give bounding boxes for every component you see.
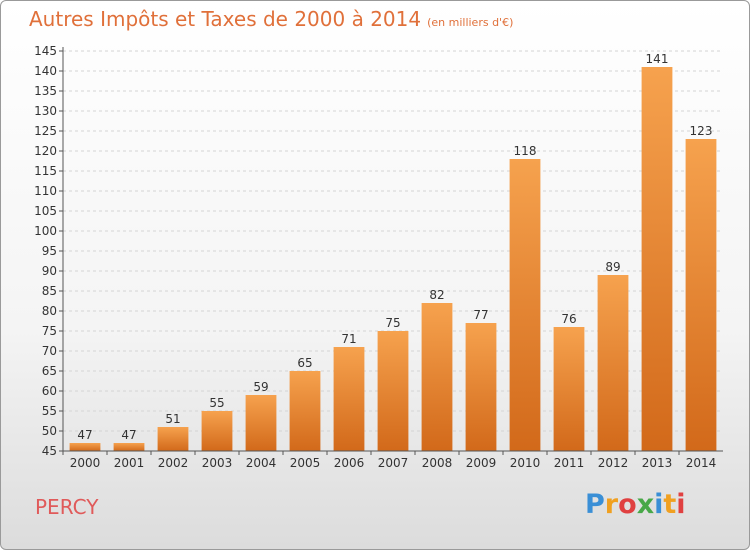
- value-label: 89: [605, 260, 620, 274]
- bar-2012: [597, 275, 629, 451]
- value-label: 82: [429, 288, 444, 302]
- commune-name: PERCY: [35, 495, 99, 519]
- proxiti-logo: Proxiti: [585, 489, 686, 520]
- bar-2014: [685, 139, 717, 451]
- x-tick-label: 2000: [70, 456, 101, 470]
- y-tick-label: 75: [42, 324, 57, 338]
- y-tick-label: 50: [42, 424, 57, 438]
- y-axis-ticks: 45 50 55 60 65 70 75 80 85 90 95 100 105 110 115 120 125…: [34, 44, 63, 458]
- x-tick-label: 2011: [554, 456, 585, 470]
- x-tick-label: 2012: [598, 456, 629, 470]
- y-tick-label: 100: [34, 224, 57, 238]
- y-tick-label: 105: [34, 204, 57, 218]
- x-tick-label: 2007: [378, 456, 409, 470]
- bar-2006: [333, 347, 365, 451]
- value-label: 59: [253, 380, 268, 394]
- y-tick-label: 90: [42, 264, 57, 278]
- bar-2011: [553, 327, 585, 451]
- y-tick-label: 120: [34, 144, 57, 158]
- x-tick-label: 2005: [290, 456, 321, 470]
- bar-2005: [289, 371, 321, 451]
- x-tick-label: 2002: [158, 456, 189, 470]
- y-tick-label: 130: [34, 104, 57, 118]
- value-label: 76: [561, 312, 576, 326]
- chart-title-text: Autres Impôts et Taxes de 2000 à 2014: [29, 7, 422, 31]
- value-label: 118: [514, 144, 537, 158]
- y-tick-label: 115: [34, 164, 57, 178]
- bar-2001: [113, 443, 145, 451]
- bar-2003: [201, 411, 233, 451]
- y-tick-label: 80: [42, 304, 57, 318]
- value-label: 75: [385, 316, 400, 330]
- x-tick-label: 2004: [246, 456, 277, 470]
- x-tick-label: 2009: [466, 456, 497, 470]
- unit-note: (en milliers d'€): [427, 16, 514, 29]
- value-labels: 47 47 51 55 59 65 71 75 82 77 118 76 89 141 123: [77, 52, 712, 442]
- y-tick-label: 55: [42, 404, 57, 418]
- chart-title: Autres Impôts et Taxes de 2000 à 2014 (en…: [29, 7, 513, 31]
- value-label: 51: [165, 412, 180, 426]
- bar-2000: [69, 443, 101, 451]
- y-tick-label: 70: [42, 344, 57, 358]
- y-tick-label: 45: [42, 444, 57, 458]
- value-label: 47: [121, 428, 136, 442]
- x-tick-label: 2003: [202, 456, 233, 470]
- y-tick-label: 145: [34, 44, 57, 58]
- value-label: 77: [473, 308, 488, 322]
- bar-2010: [509, 159, 541, 451]
- y-tick-label: 125: [34, 124, 57, 138]
- x-tick-label: 2006: [334, 456, 365, 470]
- value-label: 123: [690, 124, 713, 138]
- x-tick-label: 2014: [686, 456, 717, 470]
- value-label: 47: [77, 428, 92, 442]
- x-tick-label: 2013: [642, 456, 673, 470]
- bar-2002: [157, 427, 189, 451]
- value-label: 65: [297, 356, 312, 370]
- y-tick-label: 95: [42, 244, 57, 258]
- x-tick-label: 2008: [422, 456, 453, 470]
- x-tick-label: 2001: [114, 456, 145, 470]
- bar-2007: [377, 331, 409, 451]
- bars: [69, 67, 717, 451]
- bar-2004: [245, 395, 277, 451]
- x-axis-ticks: 2000 2001 2002 2003 2004 2005 2006 2007 2008 2009…: [62, 451, 717, 470]
- y-tick-label: 85: [42, 284, 57, 298]
- y-tick-label: 110: [34, 184, 57, 198]
- x-tick-label: 2010: [510, 456, 541, 470]
- value-label: 71: [341, 332, 356, 346]
- bar-2013: [641, 67, 673, 451]
- bar-2008: [421, 303, 453, 451]
- y-tick-label: 65: [42, 364, 57, 378]
- y-tick-label: 140: [34, 64, 57, 78]
- value-label: 141: [646, 52, 669, 66]
- y-tick-label: 60: [42, 384, 57, 398]
- value-label: 55: [209, 396, 224, 410]
- y-tick-label: 135: [34, 84, 57, 98]
- bar-2009: [465, 323, 497, 451]
